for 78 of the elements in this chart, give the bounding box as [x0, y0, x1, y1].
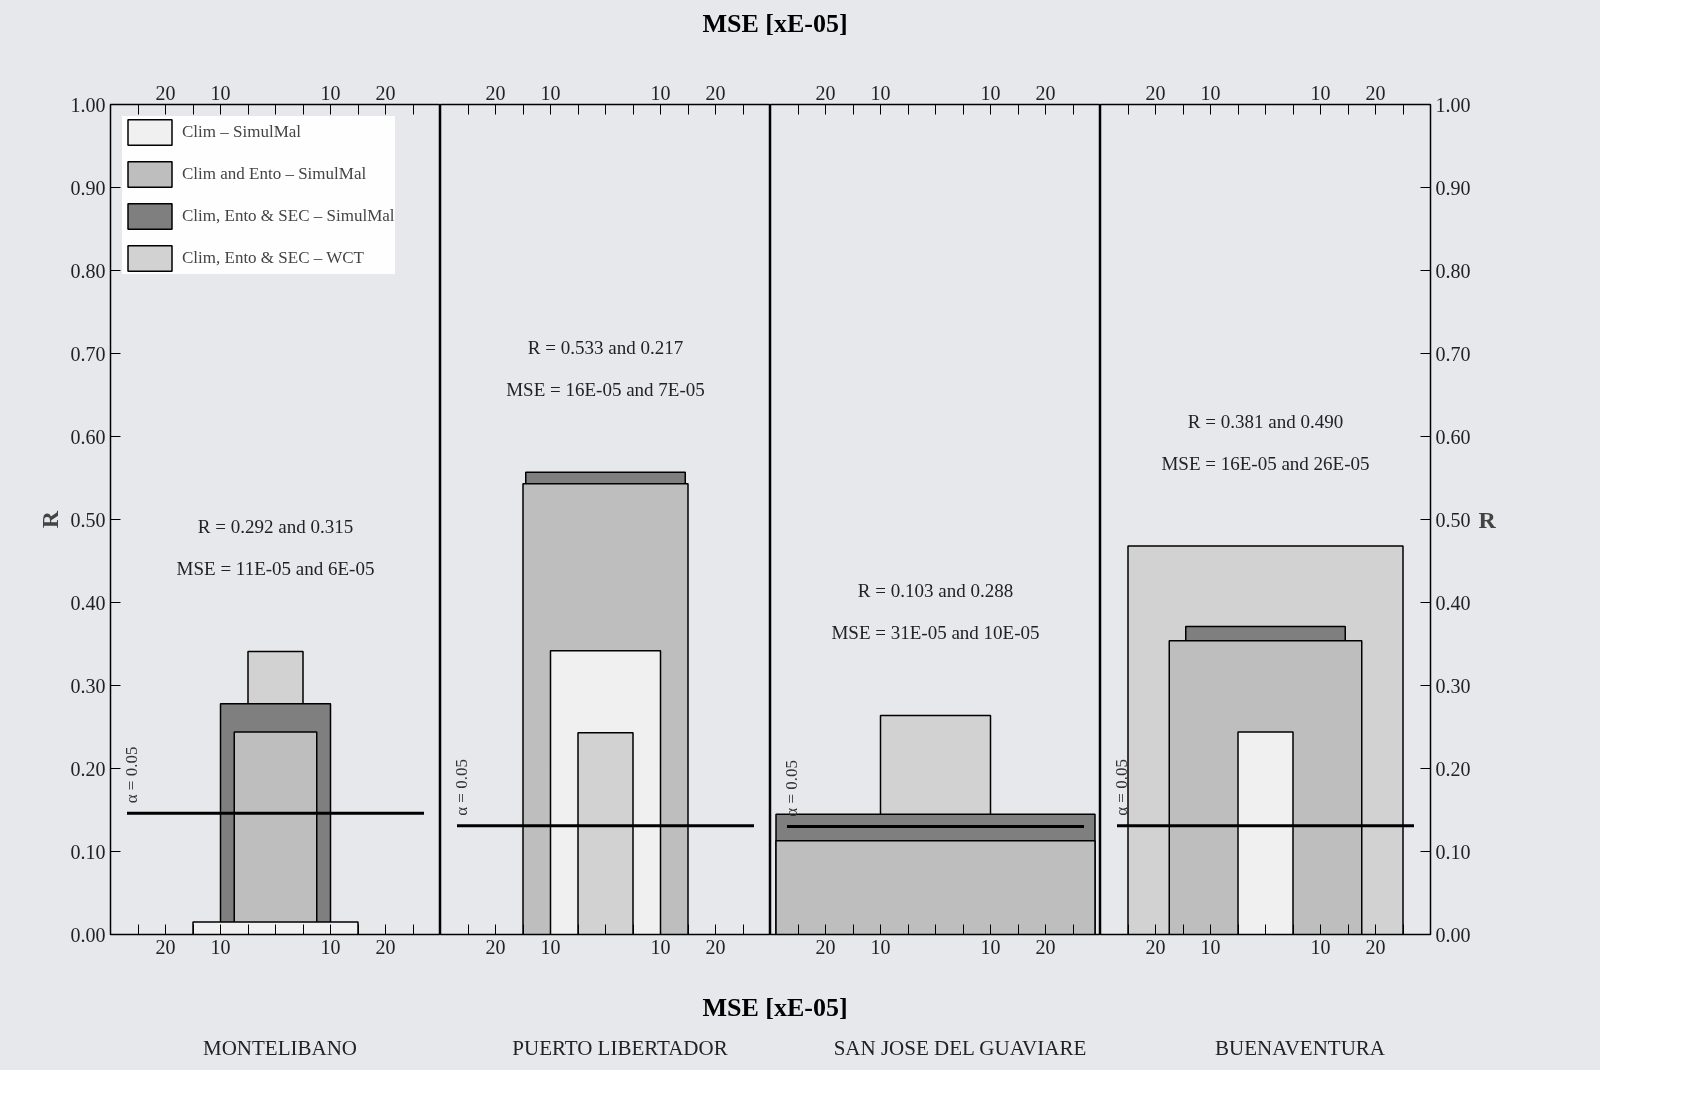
legend-label: Clim, Ento & SEC – SimulMal: [182, 206, 395, 226]
text: MONTELIBANO: [203, 1035, 357, 1062]
annotation: α = 0.05: [452, 759, 472, 816]
y-tick-label: 0.70: [70, 342, 106, 365]
annotation: R = 0.533 and 0.217: [527, 337, 684, 359]
y-tick-label: 0.50: [70, 508, 106, 531]
y-tick-label: 0.70: [1435, 342, 1471, 365]
y-axis-title: R: [36, 510, 63, 529]
y-tick-label: 0.10: [70, 840, 106, 863]
legend-label: Clim – SimulMal: [182, 122, 302, 142]
legend-label: Clim and Ento – SimulMal: [182, 164, 367, 184]
x-tick-label: 20: [815, 81, 836, 104]
annotation: R = 0.292 and 0.315: [197, 516, 354, 538]
y-tick-label: 0.00: [1435, 923, 1471, 946]
legend-label: Clim, Ento & SEC – WCT: [182, 248, 364, 268]
annotation: MSE = 11E-05 and 6E-05: [176, 557, 375, 579]
x-tick-label: 10: [1200, 81, 1221, 104]
x-tick-label: 10: [650, 81, 671, 104]
annotation: R = 0.381 and 0.490: [1187, 411, 1344, 433]
x-tick-label: 10: [320, 81, 341, 104]
y-tick-label: 1.00: [1435, 93, 1471, 116]
x2-tick-label: 20: [1035, 935, 1056, 958]
x2-tick-label: 10: [540, 935, 561, 958]
x-axis-title: MSE [xE-05]: [702, 992, 848, 1024]
x-tick-label: 20: [1035, 81, 1056, 104]
text: PUERTO LIBERTADOR: [512, 1035, 728, 1062]
annotation: MSE = 16E-05 and 26E-05: [1161, 452, 1370, 474]
text: BUENAVENTURA: [1215, 1035, 1385, 1062]
y-tick-label: 0.50: [1435, 508, 1471, 531]
y-tick-label: 0.80: [1435, 259, 1471, 282]
y-tick-label: 0.60: [1435, 425, 1471, 448]
x2-tick-label: 10: [650, 935, 671, 958]
x2-axis-title: MSE [xE-05]: [702, 8, 848, 40]
x-tick-label: 20: [1145, 81, 1166, 104]
x2-tick-label: 10: [320, 935, 341, 958]
annotation: MSE = 31E-05 and 10E-05: [831, 621, 1040, 643]
x-tick-label: 10: [540, 81, 561, 104]
x2-tick-label: 20: [1365, 935, 1386, 958]
y-tick-label: 0.90: [1435, 176, 1471, 199]
x2-tick-label: 20: [485, 935, 506, 958]
x-tick-label: 20: [155, 81, 176, 104]
y-axis-title: R: [1478, 506, 1497, 533]
y-tick-label: 0.30: [1435, 674, 1471, 697]
x2-tick-label: 20: [375, 935, 396, 958]
x-tick-label: 10: [210, 81, 231, 104]
x-tick-label: 10: [980, 81, 1001, 104]
y-tick-label: 0.90: [70, 176, 106, 199]
x-tick-label: 10: [870, 81, 891, 104]
y-tick-label: 0.10: [1435, 840, 1471, 863]
x2-tick-label: 10: [1310, 935, 1331, 958]
annotation: α = 0.05: [782, 759, 802, 817]
x-tick-label: 20: [485, 81, 506, 104]
x2-tick-label: 10: [1200, 935, 1221, 958]
x2-tick-label: 20: [815, 935, 836, 958]
y-tick-label: 0.20: [1435, 757, 1471, 780]
y-tick-label: 0.20: [70, 757, 106, 780]
x2-tick-label: 10: [210, 935, 231, 958]
x2-tick-label: 20: [705, 935, 726, 958]
x-tick-label: 20: [1365, 81, 1386, 104]
y-tick-label: 0.00: [70, 923, 106, 946]
x-tick-label: 20: [375, 81, 396, 104]
y-tick-label: 0.30: [70, 674, 106, 697]
x-tick-label: 10: [1310, 81, 1331, 104]
x2-tick-label: 10: [870, 935, 891, 958]
y-tick-label: 0.40: [70, 591, 106, 614]
y-tick-label: 0.40: [1435, 591, 1471, 614]
text: SAN JOSE DEL GUAVIARE: [833, 1035, 1087, 1062]
x2-tick-label: 20: [1145, 935, 1166, 958]
annotation: MSE = 16E-05 and 7E-05: [506, 378, 705, 400]
annotation: R = 0.103 and 0.288: [857, 580, 1014, 602]
y-tick-label: 1.00: [70, 93, 106, 116]
x2-tick-label: 20: [155, 935, 176, 958]
y-tick-label: 0.60: [70, 425, 106, 448]
x2-tick-label: 10: [980, 935, 1001, 958]
annotation: α = 0.05: [122, 746, 142, 804]
y-tick-label: 0.80: [70, 259, 106, 282]
annotation: α = 0.05: [1112, 759, 1132, 816]
x-tick-label: 20: [705, 81, 726, 104]
